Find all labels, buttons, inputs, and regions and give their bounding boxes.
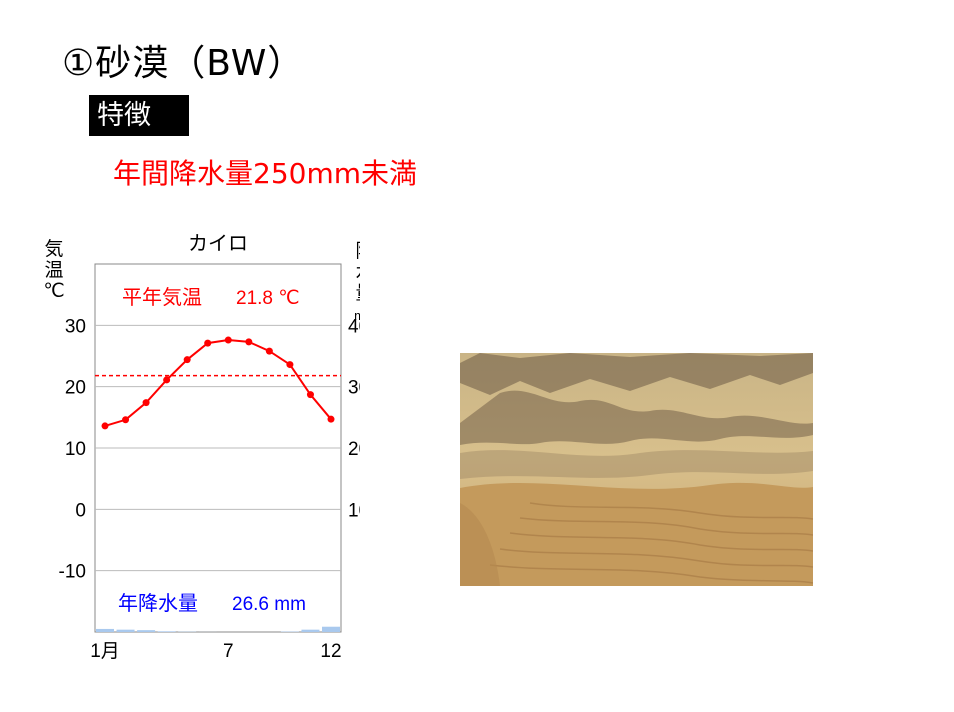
feature-tag: 特徴	[89, 95, 189, 136]
precip-bar	[96, 628, 114, 632]
precip-bar	[157, 631, 176, 632]
precip-bar	[301, 629, 320, 632]
ylabel-left: 気温℃	[43, 238, 64, 302]
ytick-left: -10	[59, 562, 86, 583]
ytick-left: 30	[65, 316, 86, 337]
key-point: 年間降水量250mm未満	[113, 157, 417, 190]
ylabel-right-char: 水	[355, 261, 360, 283]
ylabel-left-char: 温	[44, 259, 63, 281]
ytick-right: 100	[348, 500, 360, 521]
temp-point	[245, 338, 253, 346]
temp-point	[163, 376, 171, 384]
temp-point	[204, 339, 212, 347]
mean-temp-value: 21.8 ℃	[236, 288, 300, 309]
temp-line	[104, 339, 332, 427]
xtick-label: 12	[320, 641, 341, 662]
ylabel-right-char: 量	[355, 283, 360, 304]
ylabel-left-char: 気	[44, 238, 63, 260]
temp-point	[306, 391, 314, 399]
ytick-left: 20	[65, 378, 86, 399]
annual-precip-label: 年降水量	[118, 592, 198, 615]
annual-precip-value: 26.6 mm	[232, 594, 306, 615]
temp-points	[101, 336, 335, 430]
temp-point	[183, 356, 191, 364]
temp-point	[327, 415, 335, 423]
xtick-label: 1月	[90, 641, 120, 662]
slide-title: ①砂漠（BW）	[62, 43, 305, 84]
temp-point	[286, 361, 294, 369]
ylabel-right-char: mm	[354, 308, 360, 323]
temp-point	[224, 336, 232, 344]
yticks-left: 30 20 10 0 -10	[59, 316, 86, 582]
ytick-right: 200	[348, 439, 360, 460]
ytick-left: 0	[75, 500, 86, 521]
desert-photo	[460, 353, 813, 586]
precip-bar	[322, 626, 340, 632]
ylabel-right: 降水量 mm	[354, 240, 360, 323]
ytick-left: 10	[65, 439, 86, 460]
temp-point	[142, 399, 150, 407]
precip-bar	[137, 630, 156, 632]
temp-point	[265, 347, 273, 355]
temp-point	[122, 416, 130, 424]
ytick-right: 300	[348, 378, 360, 399]
xticks: 1月 7 12	[90, 641, 341, 662]
precip-bars	[96, 626, 340, 632]
ylabel-right-char: 降	[355, 240, 360, 262]
grid	[95, 324, 341, 572]
ytick-right: 400	[348, 316, 360, 337]
ylabel-left-char: ℃	[43, 281, 64, 302]
mean-temp-label: 平年気温	[122, 286, 202, 309]
xtick-label: 7	[223, 641, 234, 662]
precip-bar	[116, 629, 135, 632]
yticks-right: 400 300 200 100	[348, 316, 360, 521]
temp-point	[101, 422, 109, 430]
chart-title: カイロ	[188, 233, 248, 255]
